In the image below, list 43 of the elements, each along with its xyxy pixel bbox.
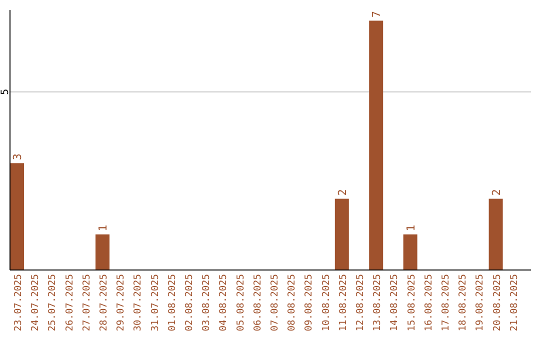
x-tick-label: 23.07.2025 <box>13 274 24 332</box>
x-tick-label: 07.08.2025 <box>270 274 280 332</box>
x-tick-label: 11.08.2025 <box>338 274 349 332</box>
x-tick-label: 28.07.2025 <box>98 274 110 332</box>
x-tick-label: 01.08.2025 <box>166 274 178 332</box>
bar <box>369 20 384 270</box>
data-label: 3 <box>11 154 24 160</box>
x-tick-label: 09.08.2025 <box>304 274 315 332</box>
x-tick-label: 08.08.2025 <box>286 274 298 332</box>
x-tick-label: 05.08.2025 <box>235 274 246 332</box>
x-tick-label: 18.08.2025 <box>458 274 469 332</box>
x-tick-label: 19.08.2025 <box>474 274 486 332</box>
x-tick-label: 30.07.2025 <box>132 274 144 332</box>
data-label: 2 <box>490 189 503 196</box>
x-tick-label: 26.07.2025 <box>64 274 76 332</box>
x-tick-label: 21.08.2025 <box>508 274 520 332</box>
bar <box>488 198 503 270</box>
bar <box>10 163 24 270</box>
x-tick-label: 29.07.2025 <box>116 274 127 332</box>
x-tick-label: 16.08.2025 <box>423 274 434 332</box>
data-label: 7 <box>370 11 384 18</box>
bar <box>403 234 418 270</box>
x-tick-label: 14.08.2025 <box>389 274 400 332</box>
bar <box>334 198 349 270</box>
data-label: 2 <box>336 189 349 196</box>
y-tick-label: 5 <box>0 88 11 95</box>
x-tick-label: 12.08.2025 <box>355 274 366 332</box>
x-tick-label: 20.08.2025 <box>492 274 503 332</box>
x-tick-label: 03.08.2025 <box>201 274 212 332</box>
bar <box>96 234 110 270</box>
x-tick-label: 25.07.2025 <box>47 274 58 332</box>
x-tick-label: 27.07.2025 <box>81 274 92 332</box>
x-tick-label: 17.08.2025 <box>440 274 452 332</box>
x-tick-label: 24.07.2025 <box>30 274 42 332</box>
data-label: 1 <box>404 224 418 232</box>
x-tick-label: 10.08.2025 <box>320 274 332 332</box>
x-tick-label: 04.08.2025 <box>218 274 230 332</box>
x-tick-label: 15.08.2025 <box>406 274 418 332</box>
data-label: 1 <box>96 224 110 232</box>
x-tick-label: 13.08.2025 <box>372 274 384 332</box>
x-tick-label: 31.07.2025 <box>150 274 161 332</box>
x-tick-label: 02.08.2025 <box>184 274 195 332</box>
x-tick-label: 06.08.2025 <box>252 274 264 332</box>
